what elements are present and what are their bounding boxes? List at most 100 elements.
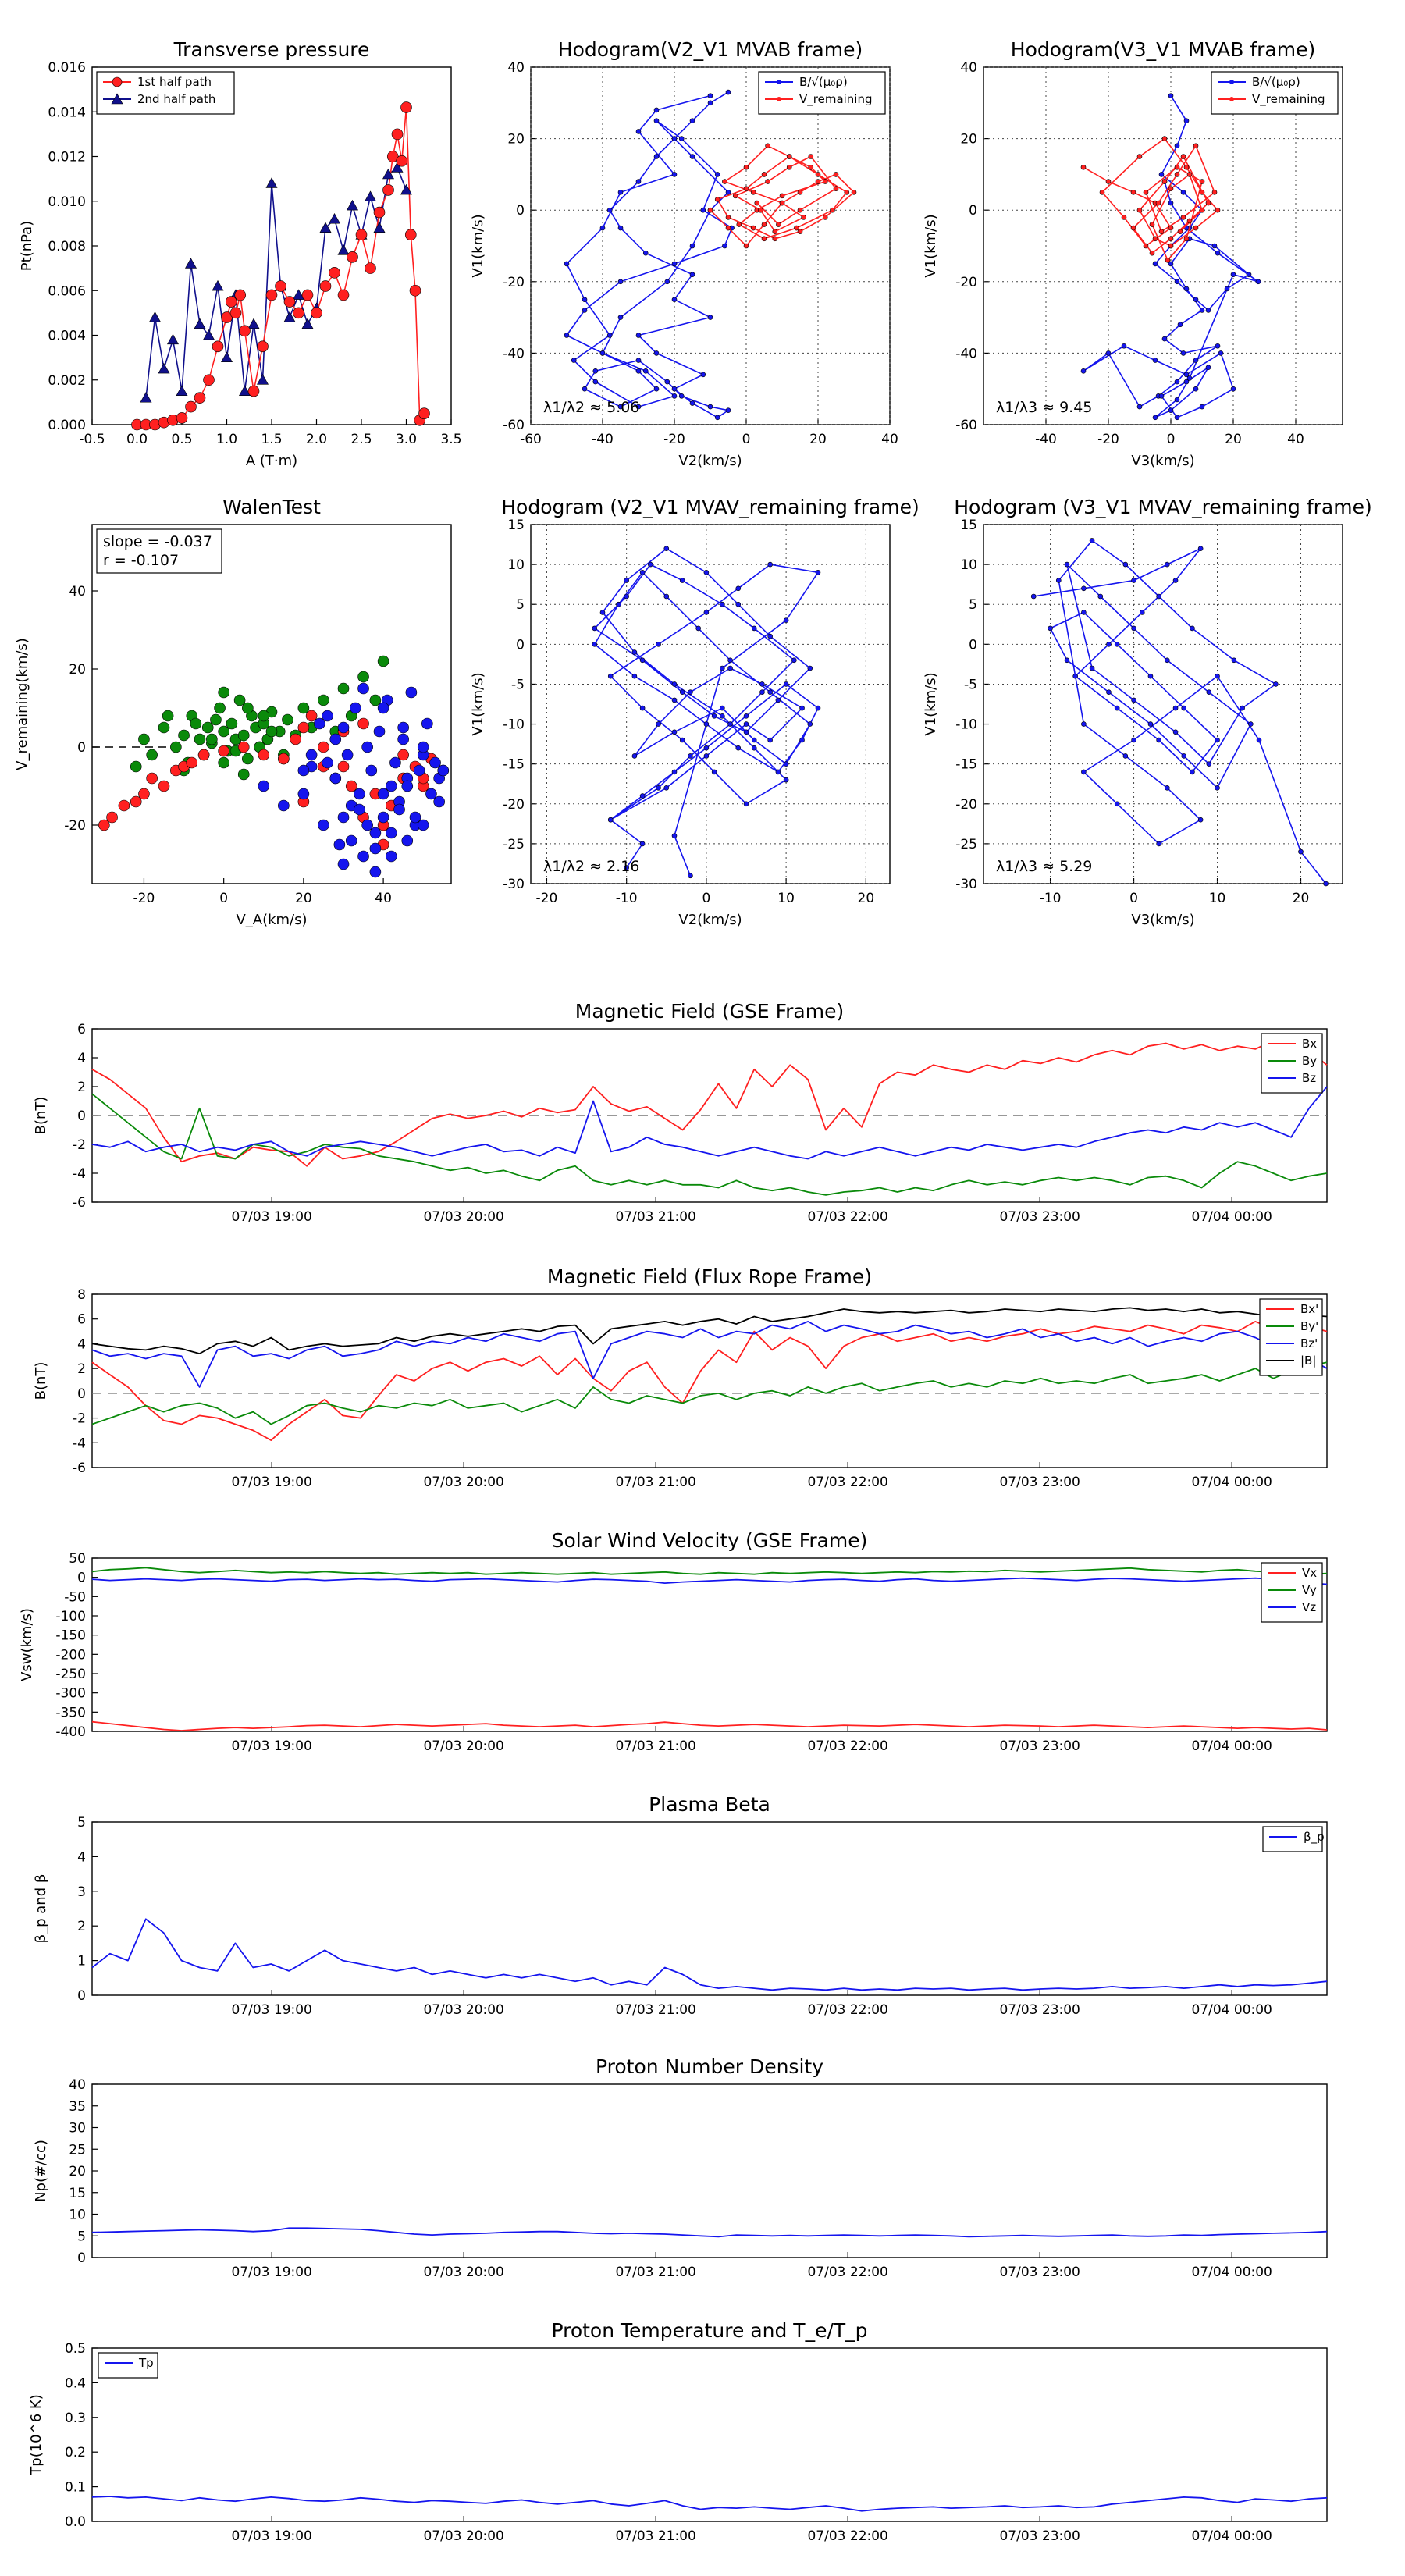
series-point-0 [592, 625, 598, 632]
x-tick-label: 0 [1129, 891, 1138, 906]
scatter-point-2 [413, 764, 425, 777]
series-point-0 [1064, 561, 1070, 568]
legend-label: Vx [1302, 1566, 1317, 1580]
series-point-1 [1152, 236, 1158, 242]
series-point-0 [751, 737, 757, 743]
x-tick-label: 1.5 [261, 432, 282, 447]
x-tick-label: 07/04 00:00 [1191, 2265, 1272, 2280]
y-tick-label: 0.006 [48, 283, 86, 299]
series-point-0 [1080, 368, 1087, 374]
x-axis-label: V2(km/s) [678, 453, 742, 469]
scatter-point-2 [433, 795, 445, 808]
series-point-1 [1205, 200, 1211, 206]
series-point-0 [1131, 625, 1136, 632]
series-point-1 [830, 207, 835, 213]
series-point-0 [767, 561, 773, 568]
circle-marker-1st-half [247, 385, 260, 397]
circle-marker-1st-half [396, 155, 408, 167]
x-axis-label: A (T·m) [246, 453, 297, 469]
series-point-0 [1183, 118, 1190, 123]
y-tick-label: 40 [69, 2077, 86, 2093]
series-point-0 [656, 785, 661, 791]
y-tick-label: 0 [516, 203, 525, 219]
series-point-1 [797, 229, 803, 234]
series-point-0 [1156, 593, 1161, 600]
x-tick-label: 07/04 00:00 [1191, 1209, 1272, 1225]
scatter-point-0 [138, 733, 150, 745]
series-point-0 [679, 689, 685, 695]
series-point-0 [1174, 279, 1180, 285]
scatter-point-2 [297, 764, 310, 777]
scatter-point-2 [341, 749, 354, 761]
series-point-0 [1165, 561, 1170, 568]
scatter-point-1 [290, 733, 301, 745]
x-tick-label: 07/03 19:00 [231, 2528, 311, 2544]
series-point-1 [765, 179, 770, 184]
legend-marker [1229, 97, 1234, 101]
series-point-0 [1122, 753, 1129, 759]
series-point-0 [815, 705, 821, 711]
x-tick-label: 07/03 22:00 [807, 1738, 887, 1754]
scatter-point-1 [337, 760, 350, 773]
series-point-0 [1193, 297, 1199, 303]
series-point-0 [695, 625, 701, 632]
series-point-0 [1255, 279, 1261, 285]
plot-frame [983, 66, 1343, 425]
series-point-1 [743, 243, 749, 249]
x-tick-label: -10 [616, 891, 638, 906]
x-tick-label: 07/03 23:00 [999, 2265, 1080, 2280]
panel-title: Plasma Beta [649, 1793, 770, 1816]
series-point-0 [617, 190, 624, 195]
series-point-0 [1298, 849, 1304, 855]
scatter-point-2 [318, 819, 329, 831]
series-point-1 [851, 190, 857, 195]
series-point-0 [707, 315, 713, 320]
x-tick-label: 07/03 19:00 [231, 1738, 311, 1754]
series-point-0 [725, 89, 731, 95]
legend-label: Vy [1302, 1583, 1317, 1597]
series-point-1 [1186, 172, 1193, 177]
y-axis-label: V1(km/s) [923, 672, 939, 735]
circle-marker-1st-half [257, 340, 269, 353]
triangle-marker-2nd-half [176, 385, 188, 396]
y-tick-label: 2 [77, 1919, 86, 1934]
scatter-point-2 [425, 788, 437, 800]
series-point-0 [688, 873, 693, 879]
panel-title: Transverse pressure [173, 38, 370, 61]
x-tick-label: 40 [1287, 432, 1304, 447]
series-point-1 [794, 225, 799, 231]
y-tick-label: 8 [77, 1287, 86, 1303]
series-point-0 [775, 769, 781, 775]
series-point-0 [1180, 190, 1186, 195]
x-tick-label: 3.5 [440, 432, 461, 447]
series-point-0 [700, 207, 706, 213]
series-point-0 [1190, 769, 1195, 775]
series-point-0 [767, 737, 773, 743]
series-point-0 [707, 404, 713, 410]
series-point-0 [1122, 561, 1129, 568]
series-point-0 [703, 745, 710, 751]
x-tick-label: 0 [702, 891, 710, 906]
series-point-0 [663, 546, 670, 551]
triangle-marker-2nd-half [328, 213, 341, 224]
series-point-0 [606, 207, 613, 213]
series-point-0 [653, 118, 660, 123]
series-point-0 [1180, 350, 1186, 356]
plot-frame [91, 524, 452, 884]
scatter-point-2 [377, 702, 389, 714]
legend-label: Bx' [1300, 1302, 1318, 1316]
series-point-0 [727, 657, 733, 664]
scatter-point-1 [130, 795, 142, 808]
x-tick-label: 07/03 22:00 [807, 2265, 887, 2280]
circle-marker-1st-half [239, 325, 251, 337]
x-tick-label: 1.0 [216, 432, 237, 447]
series-point-0 [639, 793, 646, 799]
circle-marker-1st-half [337, 289, 350, 301]
series-point-0 [642, 368, 649, 374]
scatter-point-0 [194, 733, 206, 745]
series-point-0 [564, 333, 570, 338]
y-tick-label: -400 [55, 1724, 86, 1740]
y-tick-label: -20 [503, 797, 525, 813]
series-point-0 [582, 386, 588, 392]
x-tick-label: 40 [375, 891, 392, 906]
